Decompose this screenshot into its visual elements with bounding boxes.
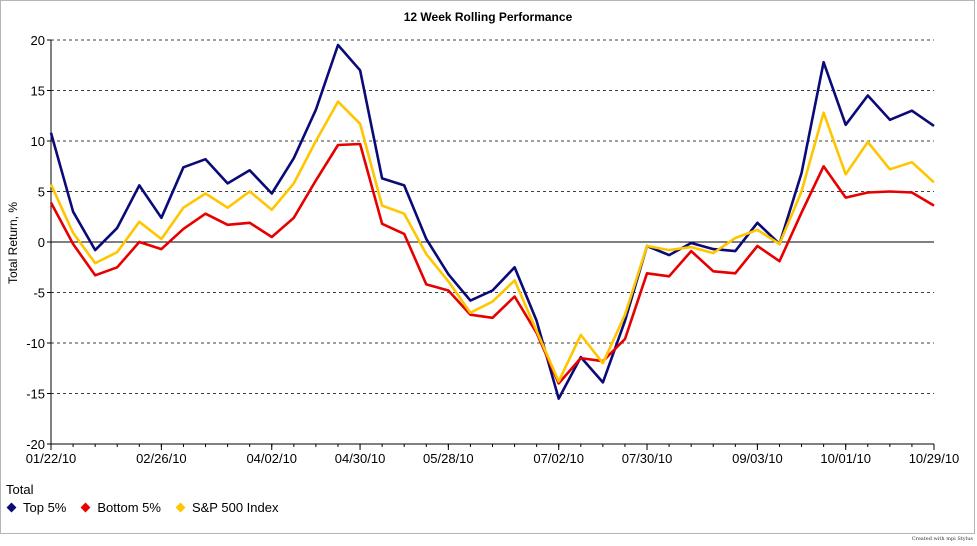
y-tick-label: 15	[31, 84, 45, 99]
y-tick-label: 5	[38, 185, 45, 200]
x-tick-label: 07/30/10	[622, 451, 673, 466]
legend-item-top-5: Top 5%	[6, 500, 66, 515]
legend-label-top-5: Top 5%	[23, 500, 67, 515]
y-tick-label: 20	[31, 33, 45, 48]
y-axis-label: Total Return, %	[6, 202, 20, 284]
y-tick-label: 10	[31, 134, 45, 149]
legend-item-sp500: S&P 500 Index	[175, 500, 279, 515]
x-tick-label: 01/22/10	[26, 451, 77, 466]
series-line-s-p-500-index	[49, 100, 935, 383]
series-lines	[49, 43, 935, 400]
x-tick-label: 07/02/10	[533, 451, 584, 466]
y-axis-ticks: 20 15 10 5 0 -5 -10 -15 -20	[26, 33, 51, 452]
legend-marker-bottom-5	[80, 502, 91, 513]
series-line-top-5	[49, 43, 935, 400]
credit-text: Created with mpi Stylus	[911, 536, 973, 542]
legend-item-bottom-5: Bottom 5%	[80, 500, 161, 515]
legend-items: Top 5% Bottom 5% S&P 500 Index	[6, 500, 292, 515]
legend: Total Top 5% Bottom 5% S&P 500 Index	[6, 482, 292, 515]
legend-title: Total	[6, 482, 34, 497]
chart-frame	[0, 0, 975, 534]
x-tick-label: 02/26/10	[136, 451, 187, 466]
x-tick-label: 04/02/10	[246, 451, 297, 466]
x-axis-ticks: 01/22/10 02/26/10 04/02/10 04/30/10 05/28/10…	[26, 444, 960, 466]
y-tick-label: -10	[26, 336, 45, 351]
x-tick-label: 04/30/10	[335, 451, 386, 466]
series-line-bottom-5	[49, 142, 935, 385]
legend-label-sp500: S&P 500 Index	[191, 500, 279, 515]
y-tick-label: -5	[33, 286, 45, 301]
legend-marker-top-5	[6, 502, 17, 513]
x-tick-label: 10/29/10	[909, 451, 960, 466]
y-tick-label: 0	[38, 235, 45, 250]
y-tick-label: -15	[26, 387, 45, 402]
x-tick-label: 10/01/10	[820, 451, 871, 466]
gridlines	[50, 39, 934, 445]
y-tick-label: -20	[26, 437, 45, 452]
x-tick-label: 09/03/10	[732, 451, 783, 466]
x-tick-label: 05/28/10	[423, 451, 474, 466]
legend-marker-sp500	[175, 502, 186, 513]
legend-label-bottom-5: Bottom 5%	[97, 500, 161, 515]
chart-title: 12 Week Rolling Performance	[404, 10, 573, 24]
